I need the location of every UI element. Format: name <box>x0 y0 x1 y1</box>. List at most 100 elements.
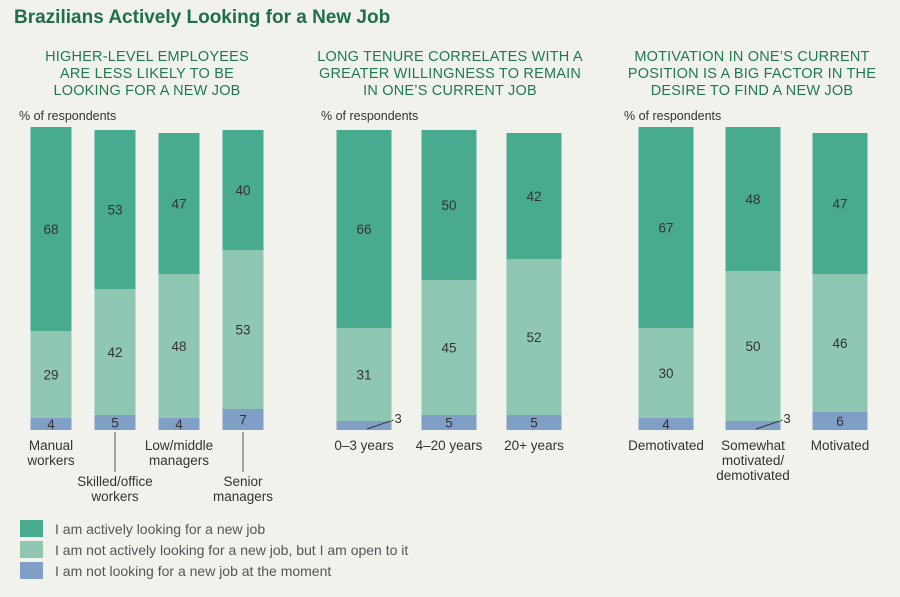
panel-1-title-line: LOOKING FOR A NEW JOB <box>53 83 241 99</box>
bar-segment-active <box>94 130 136 289</box>
legend-label-active: I am actively looking for a new job <box>55 520 266 537</box>
bar-segment-active <box>812 133 868 274</box>
panel-1-title-line: ARE LESS LIKELY TO BE <box>60 66 234 82</box>
value-label: 4 <box>175 417 183 432</box>
value-label: 52 <box>526 330 541 345</box>
bar-segment-active <box>638 127 694 328</box>
category-label: workers <box>90 489 139 504</box>
value-label: 67 <box>658 221 673 236</box>
value-label: 50 <box>745 339 760 354</box>
category-label: Manual <box>29 438 73 453</box>
bar-segment-active <box>158 133 200 274</box>
value-label: 50 <box>441 198 456 213</box>
category-label: 0–3 years <box>334 438 394 453</box>
value-label: 42 <box>526 189 541 204</box>
legend-swatch-not-looking <box>20 562 43 579</box>
category-label: workers <box>26 453 75 468</box>
value-label: 53 <box>235 323 250 338</box>
bar-segment-open <box>638 328 694 418</box>
legend-swatch-open <box>20 541 43 558</box>
value-label: 40 <box>235 183 250 198</box>
bar-segment-open <box>725 271 781 421</box>
bar-segment-active <box>506 133 562 259</box>
category-label: Senior <box>223 474 263 489</box>
category-label: demotivated <box>716 468 790 483</box>
value-label: 4 <box>662 417 670 432</box>
panel-2-title-line: GREATER WILLINGNESS TO REMAIN <box>318 66 581 82</box>
value-label-leader <box>366 419 394 430</box>
value-label: 4 <box>47 417 55 432</box>
chart-title: Brazilians Actively Looking for a New Jo… <box>14 7 391 28</box>
value-label: 46 <box>832 336 847 351</box>
panel-3-title: MOTIVATION IN ONE’S CURRENT POSITION IS … <box>617 49 887 100</box>
bar-segment-not-looking <box>222 409 264 430</box>
bar-segment-not-looking <box>506 415 562 430</box>
legend-item-not-looking: I am not looking for a new job at the mo… <box>20 560 408 581</box>
legend-item-active: I am actively looking for a new job <box>20 518 408 539</box>
legend-item-open: I am not actively looking for a new job,… <box>20 539 408 560</box>
bar-segment-open <box>421 280 477 415</box>
bar-segment-open <box>158 274 200 418</box>
bar-segment-active <box>336 130 392 328</box>
panel-3-title-line: POSITION IS A BIG FACTOR IN THE <box>627 66 877 82</box>
bar-segment-active <box>222 130 264 250</box>
panel-2-y-axis-label: % of respondents <box>321 109 419 123</box>
value-label: 7 <box>239 413 247 428</box>
bar-segment-active <box>30 127 72 331</box>
value-label: 47 <box>832 197 847 212</box>
legend-label-open: I am not actively looking for a new job,… <box>55 541 409 558</box>
bar-segment-not-looking <box>638 418 694 430</box>
panel-3-y-axis-label: % of respondents <box>624 109 722 123</box>
category-label: motivated/ <box>722 453 785 468</box>
value-label: 31 <box>356 368 371 383</box>
legend-swatch-active <box>20 520 43 537</box>
bar-segment-open <box>336 328 392 421</box>
category-label: 4–20 years <box>416 438 483 453</box>
value-label: 42 <box>107 345 122 360</box>
value-label: 3 <box>784 411 791 426</box>
category-label: 20+ years <box>504 438 564 453</box>
category-label: Skilled/office <box>77 474 153 489</box>
value-label: 29 <box>43 368 58 383</box>
bar-segment-not-looking <box>421 415 477 430</box>
panel-1-title: HIGHER-LEVEL EMPLOYEES ARE LESS LIKELY T… <box>12 49 282 100</box>
category-label: managers <box>213 489 273 504</box>
value-label: 66 <box>356 222 371 237</box>
bar-segment-active <box>421 130 477 280</box>
value-label: 53 <box>107 203 122 218</box>
value-label-leader <box>755 419 783 430</box>
value-label: 47 <box>171 197 186 212</box>
value-label: 45 <box>441 341 456 356</box>
panel-1-title-line: HIGHER-LEVEL EMPLOYEES <box>45 49 249 65</box>
value-label: 5 <box>111 416 119 431</box>
bar-segment-not-looking <box>158 418 200 430</box>
bar-segment-active <box>725 127 781 271</box>
value-label: 68 <box>43 222 58 237</box>
category-label: Somewhat <box>721 438 785 453</box>
panel-3-title-line: MOTIVATION IN ONE’S CURRENT <box>634 49 870 65</box>
legend-label-not-looking: I am not looking for a new job at the mo… <box>55 562 332 579</box>
bar-segment-not-looking <box>30 418 72 430</box>
panel-2-title-line: IN ONE’S CURRENT JOB <box>363 83 537 99</box>
category-label: managers <box>149 453 209 468</box>
value-label: 5 <box>445 416 453 431</box>
bar-segment-not-looking <box>725 421 781 430</box>
category-label: Motivated <box>811 438 870 453</box>
bar-segment-open <box>812 274 868 412</box>
category-label: Demotivated <box>628 438 704 453</box>
bar-segment-open <box>94 289 136 415</box>
category-label: Low/middle <box>145 438 213 453</box>
bar-segment-not-looking <box>94 415 136 430</box>
panel-1-y-axis-label: % of respondents <box>19 109 117 123</box>
bar-segment-open <box>30 331 72 418</box>
bar-segment-open <box>506 259 562 415</box>
panel-2-title-line: LONG TENURE CORRELATES WITH A <box>317 49 583 65</box>
bar-segment-open <box>222 250 264 409</box>
panel-3-title-line: DESIRE TO FIND A NEW JOB <box>650 83 854 99</box>
value-label: 30 <box>658 366 673 381</box>
value-label: 5 <box>530 416 538 431</box>
panel-2-title: LONG TENURE CORRELATES WITH A GREATER WI… <box>315 49 585 100</box>
value-label: 48 <box>745 192 760 207</box>
value-label: 48 <box>171 339 186 354</box>
value-label: 3 <box>395 411 402 426</box>
